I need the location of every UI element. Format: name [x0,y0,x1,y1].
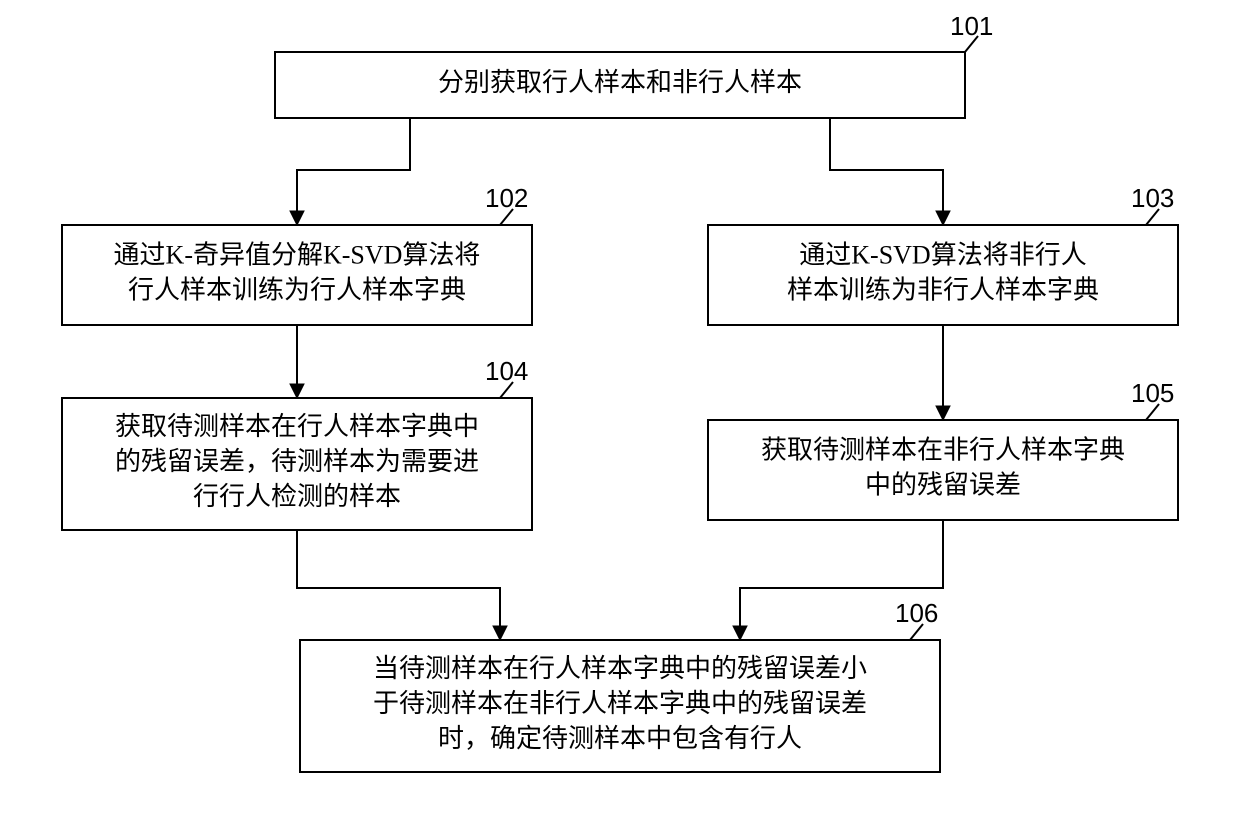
node-number-label: 104 [485,356,528,386]
node-number-label: 103 [1131,183,1174,213]
flow-node-n106: 当待测样本在行人样本字典中的残留误差小于待测样本在非行人样本字典中的残留误差时，… [300,598,940,772]
node-number-label: 105 [1131,378,1174,408]
edge-line [830,118,943,217]
node-text-line: 获取待测样本在非行人样本字典 [761,435,1125,464]
node-text-line: 中的残留误差 [865,471,1021,500]
edge-arrowhead [290,384,304,398]
edge-line [297,530,500,632]
edge-arrowhead [936,406,950,420]
node-number-label: 106 [895,598,938,628]
node-number-label: 101 [950,11,993,41]
node-text-line: 分别获取行人样本和非行人样本 [438,68,802,97]
edge-arrowhead [936,211,950,225]
node-text-line: 于待测样本在非行人样本字典中的残留误差 [373,689,867,718]
edge-arrowhead [733,626,747,640]
node-text-line: 获取待测样本在行人样本字典中 [115,412,479,441]
node-text-line: 时，确定待测样本中包含有行人 [438,724,802,753]
node-number-label: 102 [485,183,528,213]
flow-node-n101: 分别获取行人样本和非行人样本 101 [275,11,993,118]
node-text-line: 当待测样本在行人样本字典中的残留误差小 [373,654,867,683]
node-text-line: 样本训练为非行人样本字典 [787,276,1099,305]
edge-line [297,118,410,217]
node-text-line: 行行人检测的样本 [193,482,401,511]
edges-layer [290,118,950,640]
node-text-line: 行人样本训练为行人样本字典 [128,276,466,305]
edge-arrowhead [290,211,304,225]
flowchart-canvas: 分别获取行人样本和非行人样本 101 通过K-奇异值分解K-SVD算法将行人样本训练… [0,0,1240,829]
nodes-layer: 分别获取行人样本和非行人样本 101 通过K-奇异值分解K-SVD算法将行人样本训练… [62,11,1178,772]
node-text-line: 通过K-SVD算法将非行人 [799,240,1086,269]
node-text-line: 的残留误差，待测样本为需要进 [115,447,479,476]
edge-arrowhead [493,626,507,640]
node-text-line: 通过K-奇异值分解K-SVD算法将 [114,240,481,269]
